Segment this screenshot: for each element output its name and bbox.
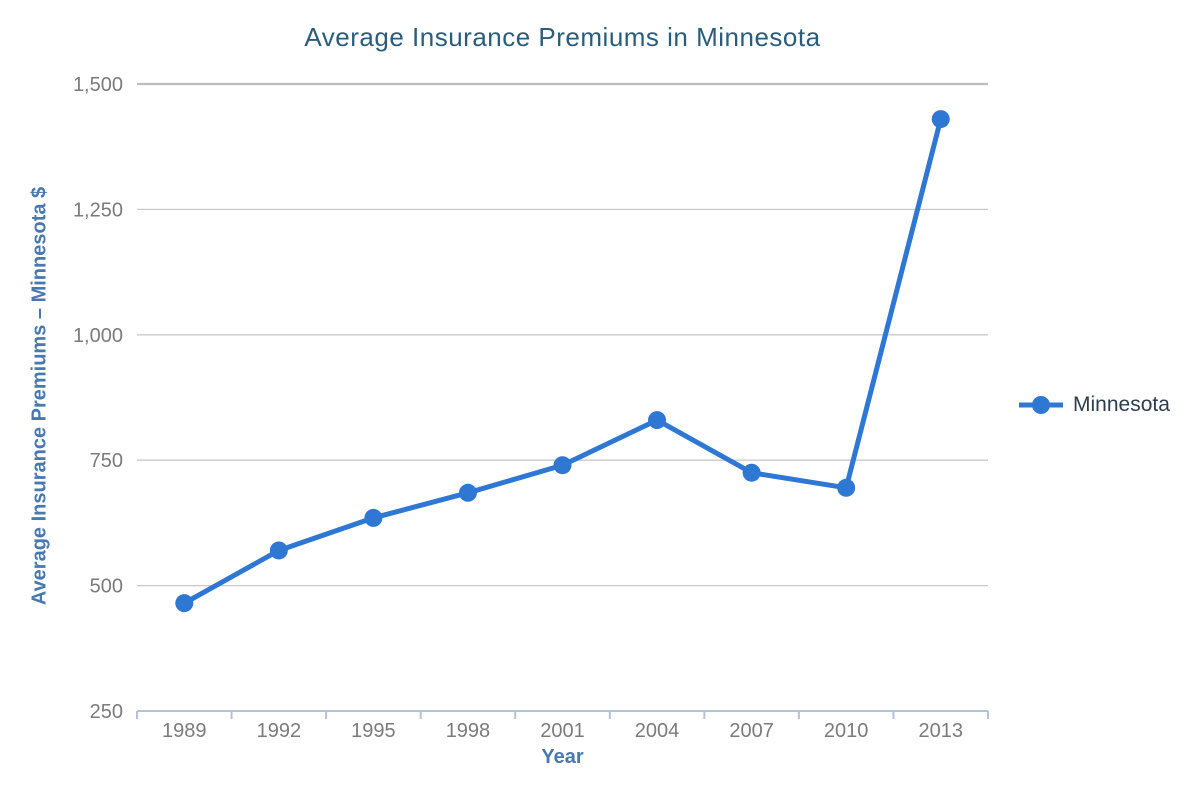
x-tick-label-2007: 2007: [729, 720, 774, 742]
x-tick-label-1992: 1992: [257, 720, 302, 742]
legend-label: Minnesota: [1073, 393, 1170, 416]
series-line-minnesota: [181, 116, 944, 606]
data-point-1995[interactable]: [364, 508, 383, 527]
data-point-2004[interactable]: [648, 411, 667, 430]
chart-title: Average Insurance Premiums in Minnesota: [304, 22, 821, 52]
data-point-2007[interactable]: [742, 463, 761, 482]
data-point-1998[interactable]: [458, 483, 477, 502]
x-axis-title: Year: [541, 746, 584, 768]
legend-line-marker-icon: [1019, 396, 1063, 414]
x-tick-label-2013: 2013: [918, 720, 963, 742]
x-tick-label-1998: 1998: [446, 720, 491, 742]
data-point-2010[interactable]: [837, 478, 856, 497]
data-point-1992[interactable]: [269, 541, 288, 560]
y-tick-label-250: 250: [90, 701, 123, 723]
y-tick-label-500: 500: [90, 576, 123, 598]
y-tick-label-750: 750: [90, 450, 123, 472]
x-tick-label-1989: 1989: [162, 720, 207, 742]
x-tick-label-2001: 2001: [540, 720, 585, 742]
y-tick-label-1,250: 1,250: [73, 199, 123, 221]
x-tick-label-1995: 1995: [351, 720, 396, 742]
legend-item-minnesota[interactable]: Minnesota: [1018, 392, 1170, 418]
data-point-2001[interactable]: [553, 456, 572, 475]
x-tick-label-2010: 2010: [824, 720, 869, 742]
x-tick-label-2004: 2004: [635, 720, 680, 742]
y-tick-label-1,500: 1,500: [73, 74, 123, 96]
data-point-2013[interactable]: [931, 110, 950, 129]
y-tick-label-1,000: 1,000: [73, 325, 123, 347]
data-point-1989[interactable]: [175, 594, 194, 613]
